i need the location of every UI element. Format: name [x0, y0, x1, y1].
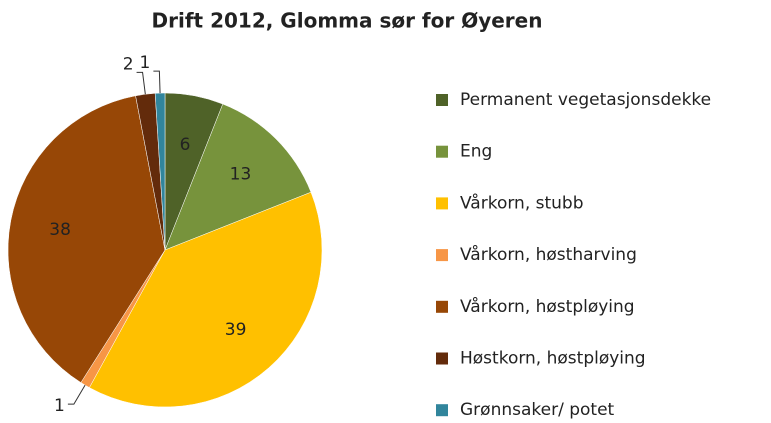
pie-slice — [154, 92, 166, 251]
data-label: 38 — [49, 220, 71, 240]
legend-swatch — [436, 352, 448, 365]
data-label: 1 — [54, 396, 65, 416]
data-label: 2 — [123, 54, 134, 74]
legend-label: Høstkorn, høstpløying — [460, 349, 646, 369]
pie-slice — [89, 191, 323, 408]
data-label: 6 — [180, 135, 191, 155]
legend-swatch — [436, 404, 448, 417]
pie-slice — [7, 95, 166, 383]
leader-line — [136, 71, 146, 95]
legend-label: Permanent vegetasjonsdekke — [460, 90, 711, 110]
chart-title: Drift 2012, Glomma sør for Øyeren — [152, 9, 543, 33]
data-label: 13 — [230, 165, 252, 185]
legend-label: Vårkorn, høstpløying — [460, 296, 635, 317]
legend-swatch — [436, 300, 448, 313]
legend-label: Vårkorn, stubb — [460, 192, 584, 213]
data-label: 1 — [140, 53, 151, 73]
legend-swatch — [436, 145, 448, 158]
legend-label: Eng — [460, 142, 492, 162]
legend-swatch — [436, 197, 448, 210]
legend-swatch — [436, 249, 448, 262]
legend-label: Grønnsaker/ potet — [460, 400, 615, 420]
pie-slice — [164, 103, 312, 251]
legend-label: Vårkorn, høstharving — [460, 244, 637, 265]
leader-line — [67, 384, 86, 405]
data-label: 39 — [225, 320, 247, 340]
leader-line — [153, 70, 161, 94]
legend-swatch — [436, 94, 448, 106]
